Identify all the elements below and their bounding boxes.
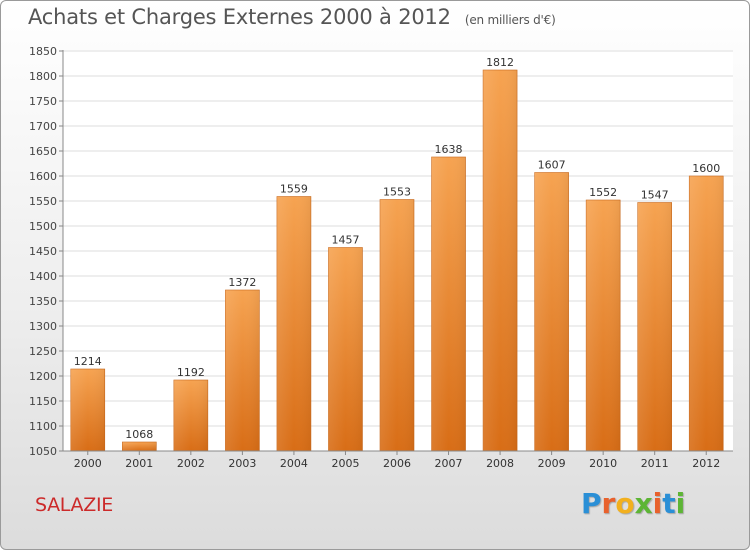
bars: 1214 1068 1192 1372 1559 1457 1553 1638 1812 1607…	[70, 56, 724, 452]
y-tick-label: 1600	[29, 170, 57, 183]
x-tick-label: 2010	[589, 457, 617, 470]
bar-shine	[70, 369, 105, 451]
x-axis: 2000 2001 2002 2003 2004 2005 2006 2007 2008 2009…	[63, 450, 733, 470]
bar-shine	[328, 247, 363, 451]
logo-letter: P	[581, 487, 602, 520]
x-tick-label: 2003	[228, 457, 256, 470]
x-tick-label: 2005	[331, 457, 359, 470]
y-tick-label: 1850	[29, 45, 57, 58]
y-tick-label: 1400	[29, 270, 57, 283]
x-tick-label: 2000	[74, 457, 102, 470]
y-tick-label: 1500	[29, 220, 57, 233]
y-tick-label: 1050	[29, 445, 57, 458]
chart-title-text: Achats et Charges Externes 2000 à 2012	[28, 5, 451, 29]
y-tick-label: 1750	[29, 95, 57, 108]
y-tick-label: 1450	[29, 245, 57, 258]
bar-value-label: 1600	[692, 162, 720, 175]
bar-shine	[637, 202, 672, 451]
logo-letter: r	[601, 487, 616, 520]
bar-value-label: 1457	[331, 234, 359, 247]
proxiti-logo: Proxiti	[581, 487, 685, 520]
y-tick-label: 1650	[29, 145, 57, 158]
logo-letter: t	[662, 487, 676, 520]
bar-value-label: 1812	[486, 56, 514, 69]
chart-subtitle: (en milliers d'€)	[464, 13, 556, 27]
bar-value-label: 1553	[383, 186, 411, 199]
bar-value-label: 1372	[228, 276, 256, 289]
town-name: SALAZIE	[35, 494, 113, 516]
bar-value-label: 1214	[74, 355, 102, 368]
bar-shine	[380, 199, 414, 451]
bar-shine	[225, 290, 260, 451]
y-tick-label: 1700	[29, 120, 57, 133]
y-tick-label: 1350	[29, 295, 57, 308]
x-tick-label: 2009	[538, 457, 566, 470]
x-tick-label: 2008	[486, 457, 514, 470]
x-tick-label: 2006	[383, 457, 411, 470]
bar-shine	[173, 380, 208, 451]
bar-value-label: 1068	[125, 428, 153, 441]
x-tick-label: 2001	[125, 457, 153, 470]
x-tick-label: 2012	[692, 457, 720, 470]
y-tick-label: 1250	[29, 345, 57, 358]
y-tick-label: 1150	[29, 395, 57, 408]
y-axis: 1050 1100 1150 1200 1250 1300 1350 1400 1450 1500…	[29, 45, 64, 458]
logo-letter: o	[615, 487, 635, 520]
bar-shine	[689, 176, 724, 451]
bar-shine	[586, 200, 621, 451]
bar-shine	[276, 196, 311, 451]
x-tick-label: 2004	[280, 457, 308, 470]
y-tick-label: 1550	[29, 195, 57, 208]
bar-value-label: 1607	[538, 159, 566, 172]
bar-shine	[483, 70, 518, 451]
y-tick-label: 1300	[29, 320, 57, 333]
bar-value-label: 1559	[280, 183, 308, 196]
bar-value-label: 1547	[641, 189, 669, 202]
y-tick-label: 1100	[29, 420, 57, 433]
bar-value-label: 1552	[589, 186, 617, 199]
bar-shine	[122, 442, 157, 451]
bar-value-label: 1192	[177, 366, 205, 379]
x-tick-label: 2007	[435, 457, 463, 470]
bar-shine	[534, 172, 569, 451]
chart-title: Achats et Charges Externes 2000 à 2012 (e…	[28, 5, 556, 29]
y-tick-label: 1200	[29, 370, 57, 383]
logo-letter: i	[652, 487, 663, 520]
y-tick-label: 1800	[29, 70, 57, 83]
logo-letter: x	[634, 487, 653, 520]
x-tick-label: 2011	[641, 457, 669, 470]
x-tick-label: 2002	[177, 457, 205, 470]
logo-letter: i	[675, 487, 686, 520]
bar-shine	[431, 157, 466, 451]
bar-value-label: 1638	[435, 143, 463, 156]
